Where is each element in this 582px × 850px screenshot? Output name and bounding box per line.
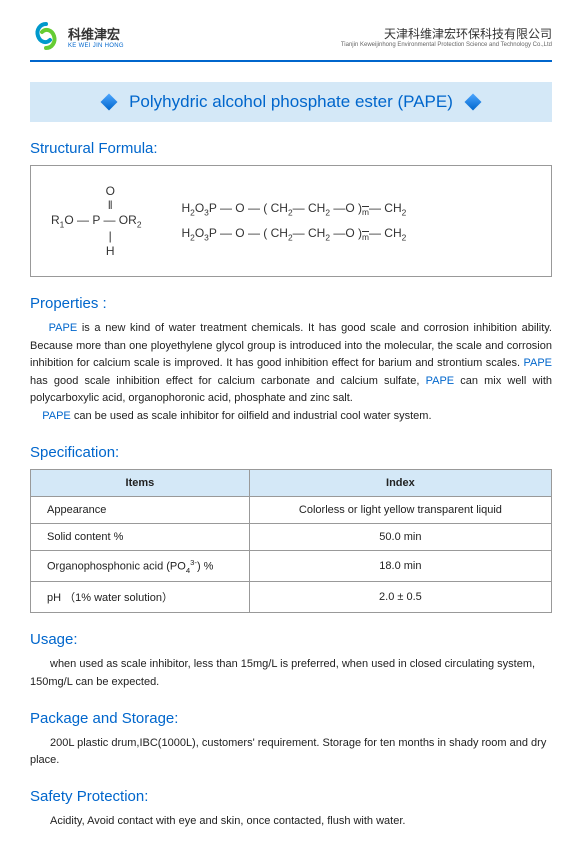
page-header: 科维津宏 KE WEI JIN HONG 天津科维津宏环保科技有限公司 Tian… <box>30 20 552 62</box>
logo-icon <box>30 20 62 52</box>
heading-safety: Safety Protection: <box>30 788 552 805</box>
safety-text: Acidity, Avoid contact with eye and skin… <box>30 813 552 831</box>
table-cell: Colorless or light yellow transparent li… <box>249 496 551 523</box>
table-cell: Organophosphonic acid (PO43-) % <box>31 550 250 582</box>
th-index: Index <box>249 469 551 496</box>
logo-english: KE WEI JIN HONG <box>68 43 124 49</box>
heading-structural: Structural Formula: <box>30 140 552 157</box>
table-row: AppearanceColorless or light yellow tran… <box>31 496 552 523</box>
heading-package: Package and Storage: <box>30 710 552 727</box>
formula-left: O ‖ R1O — P — OR2 | H <box>51 184 141 258</box>
company-english: Tianjin Keweijinhong Environmental Prote… <box>341 42 552 48</box>
company-chinese: 天津科维津宏环保科技有限公司 <box>341 25 552 42</box>
company-info: 天津科维津宏环保科技有限公司 Tianjin Keweijinhong Envi… <box>341 25 552 48</box>
formula-box: O ‖ R1O — P — OR2 | H H2O3P — O — ( CH2—… <box>30 165 552 277</box>
heading-specification: Specification: <box>30 444 552 461</box>
table-cell: 18.0 min <box>249 550 551 582</box>
table-row: Organophosphonic acid (PO43-) %18.0 min <box>31 550 552 582</box>
diamond-icon <box>464 94 481 111</box>
page-title: Polyhydric alcohol phosphate ester (PAPE… <box>129 92 453 112</box>
table-cell: pH （1% water solution） <box>31 582 250 613</box>
usage-text: when used as scale inhibitor, less than … <box>30 656 552 691</box>
properties-text: PAPE is a new kind of water treatment ch… <box>30 320 552 426</box>
table-cell: Solid content % <box>31 523 250 550</box>
table-cell: Appearance <box>31 496 250 523</box>
table-cell: 2.0 ± 0.5 <box>249 582 551 613</box>
table-row: Solid content %50.0 min <box>31 523 552 550</box>
table-row: pH （1% water solution）2.0 ± 0.5 <box>31 582 552 613</box>
title-bar: Polyhydric alcohol phosphate ester (PAPE… <box>30 82 552 122</box>
table-cell: 50.0 min <box>249 523 551 550</box>
logo-chinese: 科维津宏 <box>68 24 124 43</box>
logo-area: 科维津宏 KE WEI JIN HONG <box>30 20 124 52</box>
package-text: 200L plastic drum,IBC(1000L), customers'… <box>30 735 552 770</box>
th-items: Items <box>31 469 250 496</box>
heading-properties: Properties : <box>30 295 552 312</box>
spec-table: Items Index AppearanceColorless or light… <box>30 469 552 614</box>
heading-usage: Usage: <box>30 631 552 648</box>
formula-right: H2O3P — O — ( CH2— CH2 —O )m— CH2 H2O3P … <box>181 196 406 246</box>
diamond-icon <box>101 94 118 111</box>
